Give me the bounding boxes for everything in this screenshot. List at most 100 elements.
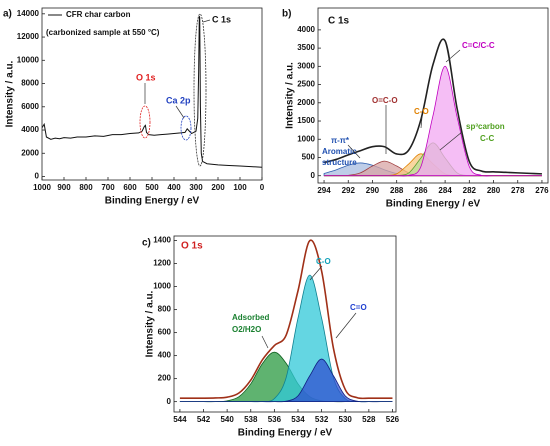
panel-label: a): [3, 9, 12, 20]
x-tick-label: 536: [268, 415, 282, 424]
annotation: C=C/C-C: [462, 41, 495, 50]
x-tick-label: 100: [233, 183, 247, 192]
x-tick-label: 200: [211, 183, 225, 192]
leader-line: [261, 335, 269, 349]
plot-area: [42, 15, 262, 168]
x-tick-label: 600: [123, 183, 137, 192]
annotation: Aromatic: [322, 147, 357, 156]
y-tick-label: 6000: [21, 102, 39, 111]
y-tick-label: 4000: [297, 25, 315, 34]
x-tick-label: 286: [414, 186, 428, 195]
highlight: [139, 105, 151, 139]
y-tick-label: 0: [311, 171, 316, 180]
annotation: C-C: [480, 134, 494, 143]
x-tick-label: 280: [487, 186, 501, 195]
spectrum-line: [179, 239, 393, 400]
leader-line: [335, 312, 357, 339]
annotation: π-π*: [331, 136, 350, 145]
x-tick-label: 278: [511, 186, 525, 195]
x-tick-label: 282: [463, 186, 477, 195]
leader-line: [439, 131, 463, 151]
panel-label: b): [282, 9, 291, 20]
annotation: sp³carbon: [466, 122, 505, 131]
leader-line: [309, 265, 323, 281]
x-tick-label: 542: [197, 415, 211, 424]
x-tick-label: 290: [366, 186, 380, 195]
x-tick-label: 300: [189, 183, 203, 192]
x-tick-label: 530: [339, 415, 353, 424]
x-tick-label: 284: [438, 186, 452, 195]
spectrum-line: [323, 38, 542, 175]
leader-line: [202, 19, 211, 23]
plot-area: [179, 239, 393, 403]
y-tick-label: 1200: [153, 259, 171, 268]
y-tick-label: 600: [158, 328, 172, 337]
spectrum-line: [42, 15, 262, 168]
x-tick-label: 800: [79, 183, 93, 192]
x-tick-label: 1000: [33, 183, 51, 192]
peak-area: [179, 358, 393, 403]
annotation: O2/H2O: [232, 325, 261, 334]
y-axis-label: Intensity / a.u.: [285, 62, 296, 129]
x-tick-label: 528: [362, 415, 376, 424]
y-tick-label: 2000: [297, 98, 315, 107]
annotation: O 1s: [136, 72, 156, 82]
x-tick-label: 288: [390, 186, 404, 195]
x-tick-label: 532: [315, 415, 329, 424]
leader-line: [175, 105, 185, 119]
y-tick-label: 1000: [153, 282, 171, 291]
x-tick-label: 526: [386, 415, 400, 424]
legend-label: CFR char carbon: [66, 10, 131, 19]
x-tick-label: 294: [317, 186, 331, 195]
x-tick-label: 500: [145, 183, 159, 192]
y-axis-label: Intensity / a.u.: [145, 290, 156, 357]
x-tick-label: 276: [535, 186, 549, 195]
y-tick-label: 1000: [297, 134, 315, 143]
axes-frame: [317, 7, 549, 184]
subtitle: (carbonized sample at 550 °C): [46, 28, 160, 37]
x-tick-label: 544: [173, 415, 187, 424]
peak-area: [179, 274, 393, 403]
annotation: structure: [322, 158, 357, 167]
leader-line: [420, 116, 423, 129]
y-tick-label: 800: [158, 305, 172, 314]
y-tick-label: 0: [167, 397, 172, 406]
annotation: O=C-O: [372, 96, 398, 105]
x-tick-label: 400: [167, 183, 181, 192]
y-tick-label: 400: [158, 351, 172, 360]
x-axis-label: Binding Energy / eV: [105, 196, 200, 207]
leader-line: [445, 49, 461, 63]
panel-label: c): [142, 238, 151, 249]
y-tick-label: 10000: [17, 55, 40, 64]
annotation: Ca 2p: [166, 95, 191, 105]
x-tick-label: 538: [244, 415, 258, 424]
y-tick-label: 1400: [153, 236, 171, 245]
axes-frame: [173, 235, 397, 413]
y-tick-label: 1500: [297, 116, 315, 125]
y-tick-label: 14000: [17, 9, 40, 18]
y-tick-label: 12000: [17, 32, 40, 41]
x-axis-label: Binding Energy / eV: [386, 199, 481, 210]
y-tick-label: 0: [35, 172, 40, 181]
panel-title: C 1s: [328, 16, 350, 27]
y-tick-label: 4000: [21, 125, 39, 134]
x-tick-label: 700: [101, 183, 115, 192]
y-tick-label: 200: [158, 374, 172, 383]
y-tick-label: 3500: [297, 43, 315, 52]
y-tick-label: 2500: [297, 80, 315, 89]
x-tick-label: 534: [291, 415, 305, 424]
y-tick-label: 8000: [21, 79, 39, 88]
y-tick-label: 3000: [297, 61, 315, 70]
x-tick-label: 0: [260, 183, 265, 192]
y-axis-label: Intensity / a.u.: [5, 60, 16, 127]
annotation: C-O: [414, 107, 429, 116]
leader-line: [347, 144, 361, 159]
x-tick-label: 292: [342, 186, 356, 195]
annotation: C 1s: [212, 14, 231, 24]
x-tick-label: 900: [57, 183, 71, 192]
highlight: [193, 13, 207, 167]
highlight: [180, 115, 192, 141]
x-axis-label: Binding Energy / eV: [238, 428, 333, 439]
peak-area: [324, 65, 542, 177]
